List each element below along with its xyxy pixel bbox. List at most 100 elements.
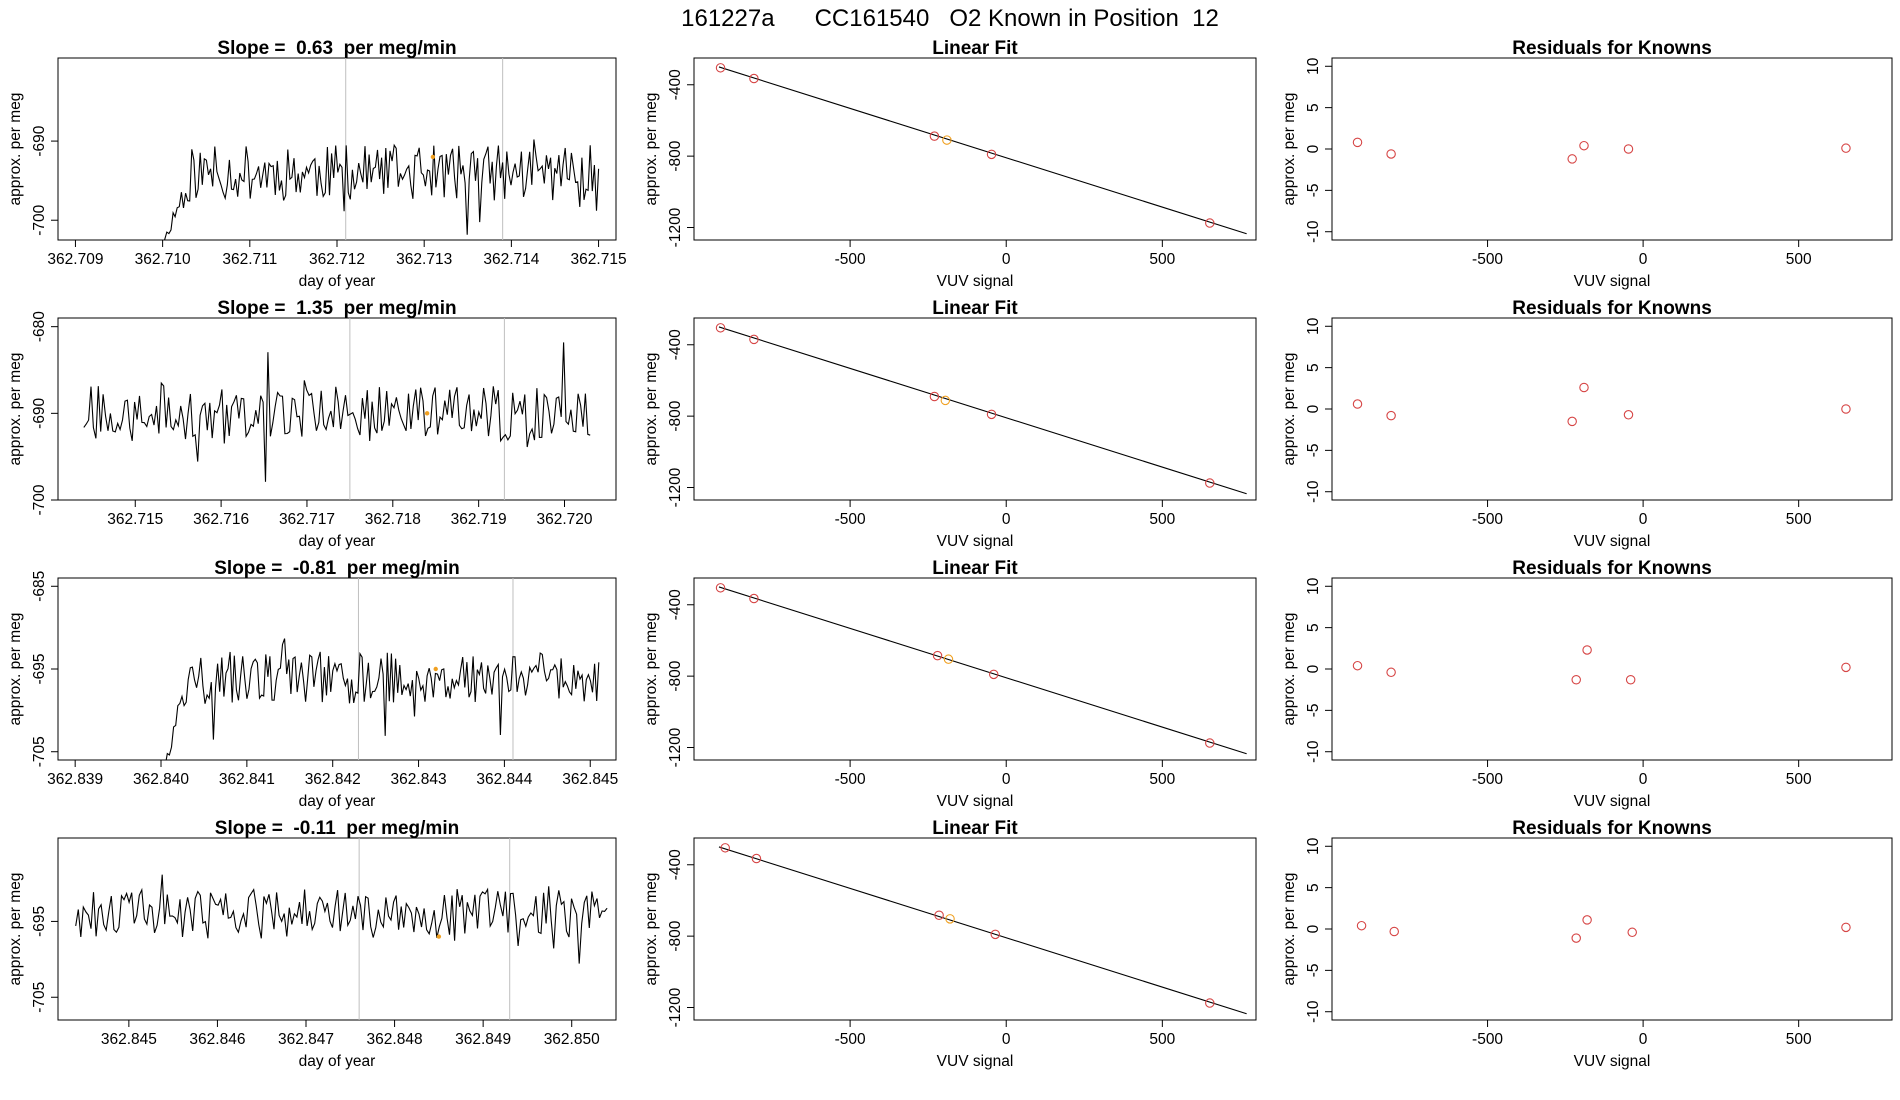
x-tick-label: 362.713 (396, 251, 452, 268)
x-tick-label: 362.845 (562, 771, 618, 788)
fit-line (718, 66, 1247, 235)
x-tick-label: -500 (835, 251, 866, 268)
residual-point (1841, 922, 1851, 933)
linear-fit-plot-frame (693, 57, 1257, 241)
time-series-title: Slope = -0.81 per meg/min (214, 558, 460, 579)
y-tick-label: -1200 (667, 987, 684, 1027)
x-tick-label: -500 (1472, 1031, 1503, 1048)
x-tick-label: 362.711 (222, 251, 277, 268)
y-tick-label: -1200 (667, 727, 684, 767)
y-tick-label: -685 (31, 571, 48, 602)
y-axis-label: approx. per meg (643, 93, 660, 206)
y-tick-label: 5 (1305, 103, 1322, 112)
x-tick-label: 0 (1002, 251, 1011, 268)
x-tick-label: 500 (1786, 511, 1812, 528)
residuals-plot-frame (1331, 57, 1893, 241)
x-axis-label: VUV signal (1574, 793, 1651, 810)
time-series-plot-frame (57, 317, 617, 501)
fit-line (718, 586, 1247, 755)
residual-point (1567, 416, 1577, 427)
x-tick-label: 362.717 (279, 511, 335, 528)
residual-point (1389, 926, 1399, 937)
y-tick-label: -400 (667, 589, 684, 620)
y-tick-label: -680 (31, 311, 48, 342)
x-axis-label: day of year (299, 533, 376, 550)
residuals-panel-2: Residuals for Knowns VUV signal approx. pe… (1281, 298, 1893, 550)
unknown-point (940, 395, 951, 406)
residual-point (1625, 675, 1636, 685)
y-tick-label: -705 (31, 982, 48, 1013)
time-series-title: Slope = 0.63 per meg/min (217, 38, 456, 59)
x-tick-label: 362.849 (455, 1031, 511, 1048)
x-axis-label: day of year (299, 273, 376, 290)
y-tick-label: 10 (1305, 577, 1322, 595)
x-tick-label: 362.719 (451, 511, 507, 528)
known-point (986, 409, 997, 420)
x-tick-label: 500 (1149, 511, 1175, 528)
time-series-plot-frame (57, 837, 617, 1021)
residual-point (1623, 144, 1634, 154)
x-tick-label: -500 (835, 511, 866, 528)
x-tick-label: 362.841 (219, 771, 275, 788)
y-tick-label: -400 (667, 69, 684, 100)
y-tick-label: 5 (1305, 623, 1322, 632)
y-tick-label: -10 (1305, 740, 1322, 763)
known-point (749, 593, 759, 604)
figure-title: 161227a CC161540 O2 Known in Position 12 (681, 5, 1219, 32)
sample-marker (430, 154, 436, 160)
unknown-point (942, 135, 952, 145)
x-axis-label: VUV signal (937, 273, 1014, 290)
y-tick-label: -800 (667, 140, 684, 171)
residual-point (1567, 154, 1577, 164)
y-tick-label: 0 (1305, 924, 1322, 933)
x-tick-label: 362.716 (193, 511, 249, 528)
linear-fit-panel-2: Linear Fit VUV signal approx. per meg -500 0… (643, 298, 1257, 550)
x-axis-label: VUV signal (1574, 1053, 1651, 1070)
x-tick-label: 0 (1639, 1031, 1648, 1048)
x-tick-label: 362.712 (309, 251, 365, 268)
time-series-line (165, 638, 600, 760)
y-tick-label: -690 (31, 397, 48, 428)
y-tick-label: 10 (1305, 317, 1322, 335)
unknown-point (943, 654, 954, 664)
x-axis-label: day of year (299, 793, 376, 810)
time-series-panel-3: Slope = -0.81 per meg/min day of year appr… (7, 558, 618, 810)
y-tick-label: -705 (31, 736, 48, 767)
sample-marker (436, 934, 442, 939)
time-series-panel-1: Slope = 0.63 per meg/min day of year appro… (7, 38, 627, 290)
x-tick-label: 0 (1002, 1031, 1011, 1048)
residual-point (1579, 140, 1589, 151)
y-axis-label: approx. per meg (7, 93, 24, 206)
y-tick-label: -800 (667, 660, 684, 691)
x-tick-label: 0 (1002, 511, 1011, 528)
time-series-line (83, 342, 591, 482)
x-axis-label: day of year (299, 1053, 376, 1070)
known-point (1205, 478, 1215, 488)
x-tick-label: 362.850 (544, 1031, 600, 1048)
x-tick-label: 362.715 (107, 511, 163, 528)
x-tick-label: -500 (1472, 771, 1503, 788)
y-tick-label: 0 (1305, 404, 1322, 413)
linear-fit-plot-frame (693, 837, 1257, 1021)
known-point (715, 63, 726, 73)
y-tick-label: 10 (1305, 837, 1322, 855)
x-tick-label: 362.709 (47, 251, 103, 268)
linear-fit-plot-frame (693, 577, 1257, 761)
residuals-title: Residuals for Knowns (1512, 298, 1712, 319)
x-tick-label: 362.842 (305, 771, 361, 788)
fit-line (718, 846, 1247, 1015)
known-point (749, 73, 759, 84)
y-tick-label: -5 (1305, 183, 1322, 197)
residual-point (1841, 404, 1851, 414)
x-tick-label: 362.846 (189, 1031, 245, 1048)
residual-point (1386, 410, 1396, 421)
y-tick-label: 0 (1305, 664, 1322, 673)
known-point (986, 149, 997, 160)
x-tick-label: 0 (1639, 771, 1648, 788)
y-tick-label: -5 (1305, 703, 1322, 717)
residuals-plot-frame (1331, 837, 1893, 1021)
y-tick-label: -10 (1305, 1000, 1322, 1023)
y-tick-label: -400 (667, 849, 684, 880)
residual-point (1352, 660, 1363, 671)
y-tick-label: -695 (31, 653, 48, 684)
